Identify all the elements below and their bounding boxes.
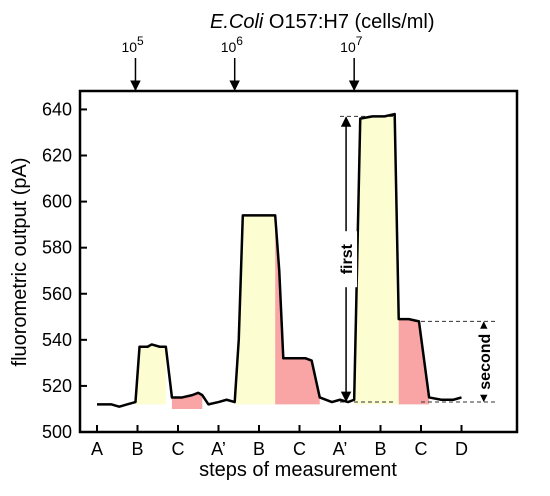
x-axis-label: steps of measurement	[199, 459, 397, 481]
x-category-label: A	[91, 439, 103, 459]
signal-trace	[97, 112, 462, 408]
y-axis-label: fluorometric output (pA)	[9, 158, 31, 367]
x-category-label: D	[455, 439, 468, 459]
fill-region-C-2	[171, 392, 203, 409]
region-fills	[135, 114, 430, 409]
fill-region-B-5	[354, 114, 399, 405]
y-tick-label: 520	[42, 376, 72, 396]
x-axis-categories: A B C A’ B C A’ B C D	[91, 425, 468, 459]
x-category-label: C	[172, 439, 185, 459]
fill-region-B-1	[135, 344, 166, 405]
bracket-label-first: first	[339, 243, 356, 274]
top-axis-title: E.Coli O157:H7 (cells/ml)	[210, 11, 435, 33]
fill-region-C-4	[275, 215, 320, 405]
y-axis-ticks: 500 520 540 560 580 600 620 640	[42, 99, 87, 442]
y-tick-label: 600	[42, 192, 72, 212]
x-category-label: C	[293, 439, 306, 459]
y-tick-label: 580	[42, 238, 72, 258]
cell-concentration-markers: 105 106 107	[121, 34, 363, 92]
x-category-label: A’	[211, 439, 226, 459]
y-tick-label: 620	[42, 146, 72, 166]
cell-concentration-label: 106	[221, 34, 244, 55]
fill-region-B-3	[234, 215, 276, 405]
difference-brackets: first second	[335, 116, 495, 403]
x-category-label: B	[131, 439, 143, 459]
bracket-label-bg	[472, 328, 495, 395]
y-tick-label: 560	[42, 284, 72, 304]
y-tick-label: 500	[42, 422, 72, 442]
x-category-label: C	[415, 439, 428, 459]
cell-concentration-label: 107	[340, 34, 363, 55]
y-tick-label: 640	[42, 99, 72, 119]
x-category-label: B	[253, 439, 265, 459]
y-tick-label: 540	[42, 330, 72, 350]
bracket-label-second: second	[477, 334, 494, 390]
bracket-label-bg	[335, 231, 358, 288]
cell-concentration-label: 105	[121, 34, 144, 55]
x-category-label: A’	[333, 439, 348, 459]
x-category-label: B	[374, 439, 386, 459]
